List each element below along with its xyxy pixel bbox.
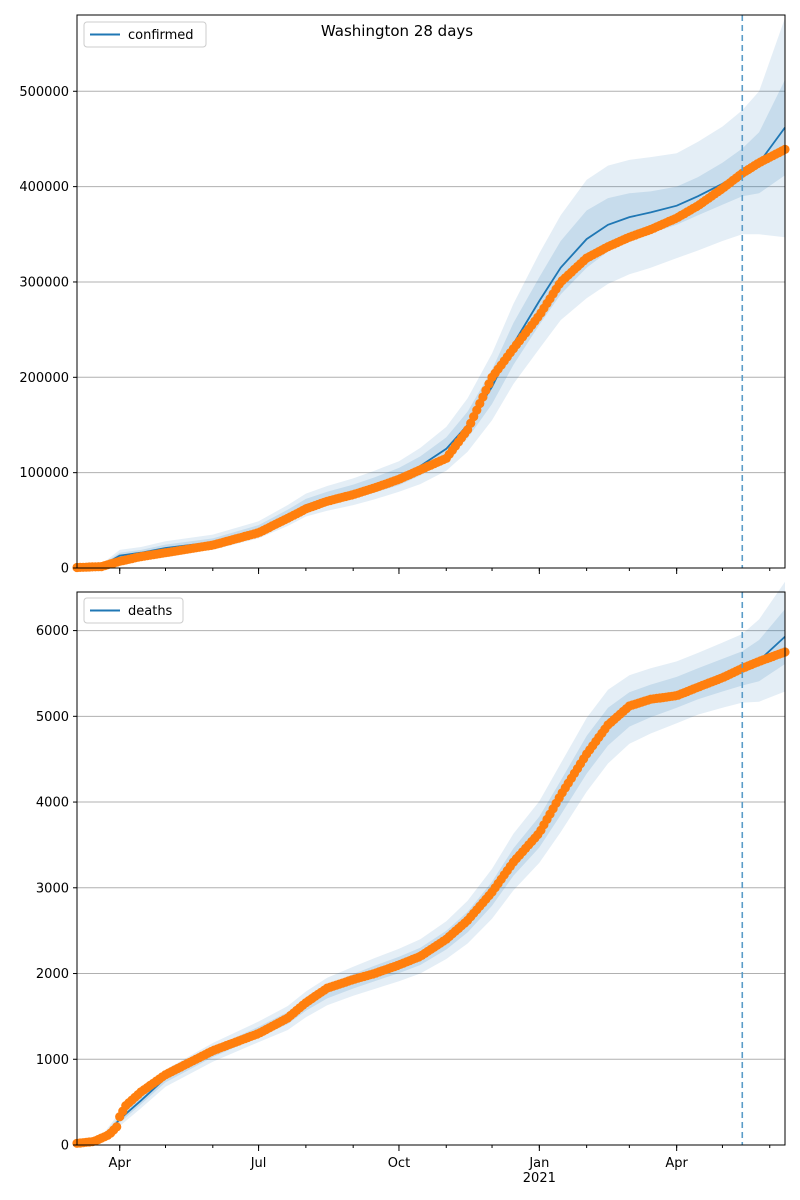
inner-uncertainty-band — [77, 79, 785, 568]
deaths-observed-points — [72, 647, 790, 1148]
axes-frame — [76, 14, 786, 569]
deaths-panel: 0 1000 2000 3000 4000 5000 6000 Apr Jul Oct Jan202… — [36, 581, 790, 1186]
y-tick-label: 4000 — [36, 796, 69, 811]
y-tick-label: 2000 — [36, 967, 69, 982]
confirmed-axes: 0 100000 200000 300000 400000 500000 — [19, 14, 786, 577]
x-tick-label: Jan — [528, 1156, 549, 1171]
x-tick-sublabel: 2021 — [523, 1171, 556, 1186]
x-tick-label: Apr — [665, 1156, 688, 1171]
confirmed-panel: 0 100000 200000 300000 400000 500000 Washingt… — [19, 14, 790, 577]
y-tick-label: 0 — [61, 562, 69, 577]
y-tick-label: 5000 — [36, 710, 69, 725]
x-tick-label: Apr — [108, 1156, 131, 1171]
y-tick-label: 100000 — [19, 466, 69, 481]
y-tick-label: 3000 — [36, 881, 69, 896]
y-tick-label: 200000 — [19, 371, 69, 386]
axes-frame — [76, 591, 786, 1146]
legend-label: confirmed — [128, 28, 194, 43]
chart-title: Washington 28 days — [321, 22, 473, 40]
deaths-legend: deaths — [83, 597, 184, 624]
deaths-axes: 0 1000 2000 3000 4000 5000 6000 Apr Jul Oct Jan202… — [36, 591, 786, 1186]
y-tick-label: 1000 — [36, 1053, 69, 1068]
observed-point — [112, 1122, 122, 1132]
x-tick-label: Oct — [388, 1156, 410, 1171]
x-tick-label: Jul — [250, 1156, 267, 1171]
legend-box — [83, 597, 184, 624]
y-tick-label: 0 — [61, 1139, 69, 1154]
y-tick-label: 500000 — [19, 85, 69, 100]
y-tick-label: 6000 — [36, 624, 69, 639]
y-tick-label: 400000 — [19, 180, 69, 195]
y-tick-label: 300000 — [19, 275, 69, 290]
legend-box — [83, 21, 207, 48]
legend-label: deaths — [128, 604, 173, 619]
confirmed-legend: confirmed — [83, 21, 207, 48]
confirmed-observed-points — [72, 144, 790, 573]
inner-uncertainty-band — [77, 609, 785, 1145]
